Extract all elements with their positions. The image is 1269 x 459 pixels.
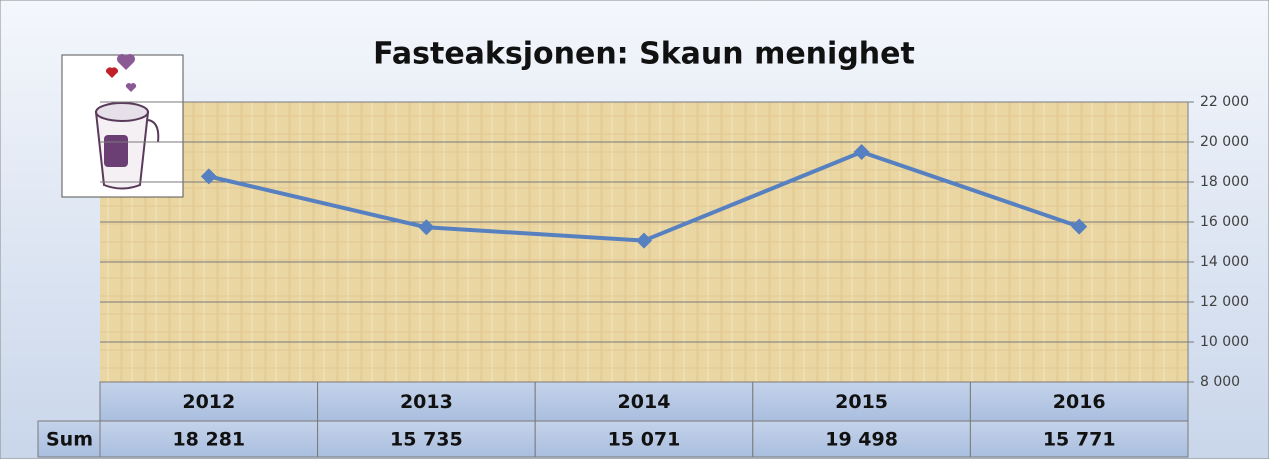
y-tick-label: 10 000 — [1200, 334, 1249, 350]
y-tick-label: 16 000 — [1200, 214, 1249, 230]
table-cell — [969, 420, 1189, 458]
data-label: 15 071 — [608, 429, 681, 451]
table-cell — [99, 420, 319, 458]
chart-title: Fasteaksjonen: Skaun menighet — [373, 37, 915, 72]
table-cell — [534, 381, 754, 422]
data-label: 15 771 — [1043, 429, 1116, 451]
table-cell — [317, 420, 536, 458]
x-tick-label: 2013 — [400, 391, 453, 413]
x-tick-label: 2012 — [182, 391, 235, 413]
x-tick-label: 2014 — [618, 391, 671, 413]
table-cell — [752, 420, 971, 458]
marker — [200, 168, 217, 185]
x-tick-label: 2015 — [835, 391, 888, 413]
y-tick-label: 8 000 — [1200, 374, 1240, 390]
table-cell — [37, 420, 101, 458]
marker — [853, 144, 870, 161]
table-cell — [317, 381, 536, 422]
y-tick-label: 12 000 — [1200, 294, 1249, 310]
y-tick-label: 20 000 — [1200, 134, 1249, 150]
data-label: 18 281 — [172, 429, 245, 451]
logo — [61, 54, 184, 198]
legend-label: Sum — [46, 429, 93, 451]
y-tick-label: 18 000 — [1200, 174, 1249, 190]
marker — [636, 232, 652, 249]
y-tick-label: 14 000 — [1200, 254, 1249, 270]
marker — [1071, 218, 1088, 235]
x-tick-label: 2016 — [1053, 391, 1106, 413]
table-cell — [534, 420, 754, 458]
marker — [418, 219, 435, 236]
table-cell — [969, 381, 1189, 422]
data-label: 19 498 — [825, 429, 898, 451]
y-tick-label: 22 000 — [1200, 94, 1249, 110]
data-label: 15 735 — [390, 429, 463, 451]
table-cell — [752, 381, 971, 422]
